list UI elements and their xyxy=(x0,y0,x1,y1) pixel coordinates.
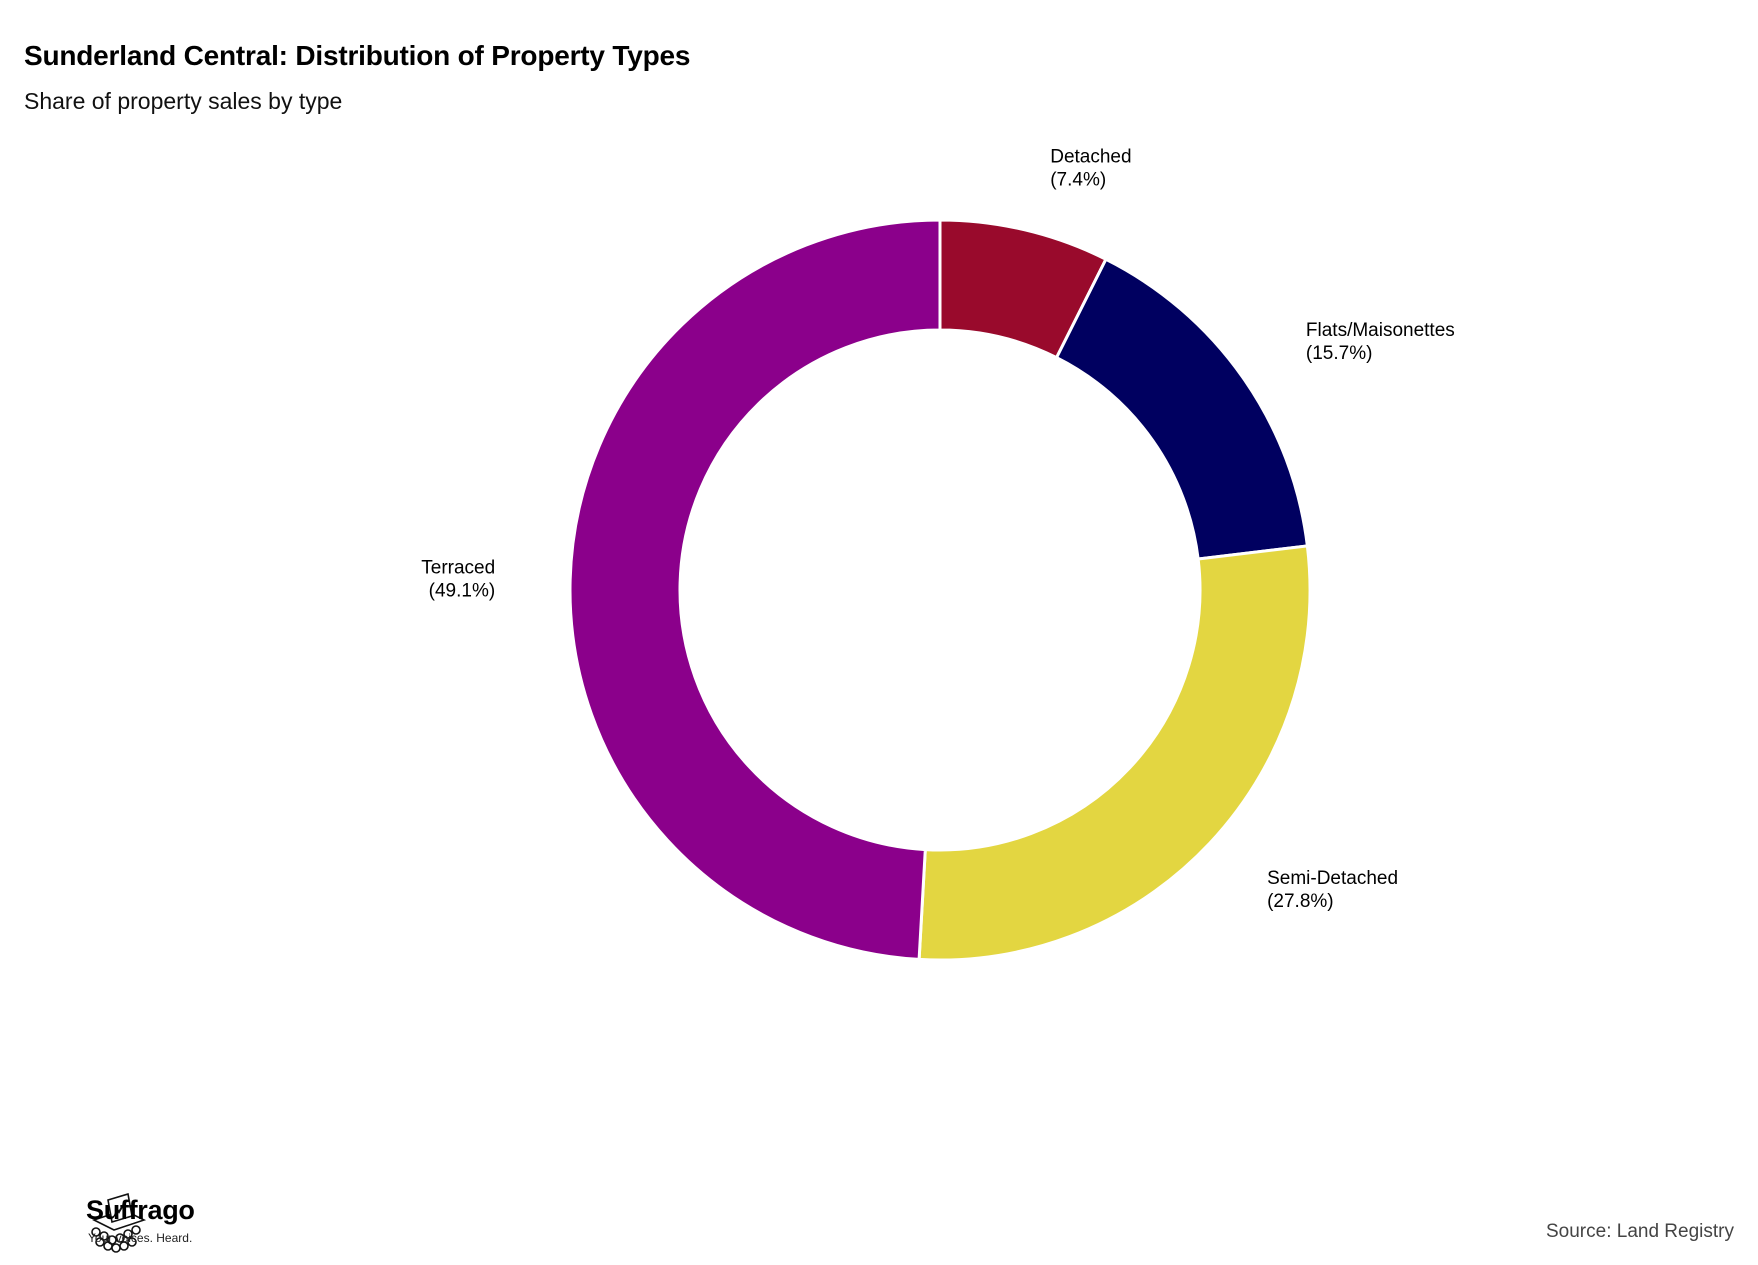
chart-title: Sunderland Central: Distribution of Prop… xyxy=(24,40,691,71)
chart-subtitle: Share of property sales by type xyxy=(24,88,343,114)
brand-name: Suffrago xyxy=(86,1195,195,1225)
ballot-box-icon xyxy=(91,1192,147,1253)
slice-label-terraced: Terraced (49.1%) xyxy=(421,558,495,602)
donut-slices xyxy=(568,218,1312,962)
slice-semi-detached xyxy=(917,544,1312,962)
slice-flats-maisonettes xyxy=(1054,257,1310,561)
brand-tagline: Your voices. Heard. xyxy=(88,1231,193,1245)
slice-label-flats-maisonettes: Flats/Maisonettes (15.7%) xyxy=(1306,320,1455,364)
source-note: Source: Land Registry xyxy=(1546,1221,1734,1242)
slice-terraced xyxy=(568,218,942,961)
slice-label-detached: Detached (7.4%) xyxy=(1050,147,1131,191)
slice-labels: Detached (7.4%) Flats/Maisonettes (15.7%) Se… xyxy=(421,147,1455,912)
slice-label-semi-detached: Semi-Detached (27.8%) xyxy=(1267,868,1398,912)
